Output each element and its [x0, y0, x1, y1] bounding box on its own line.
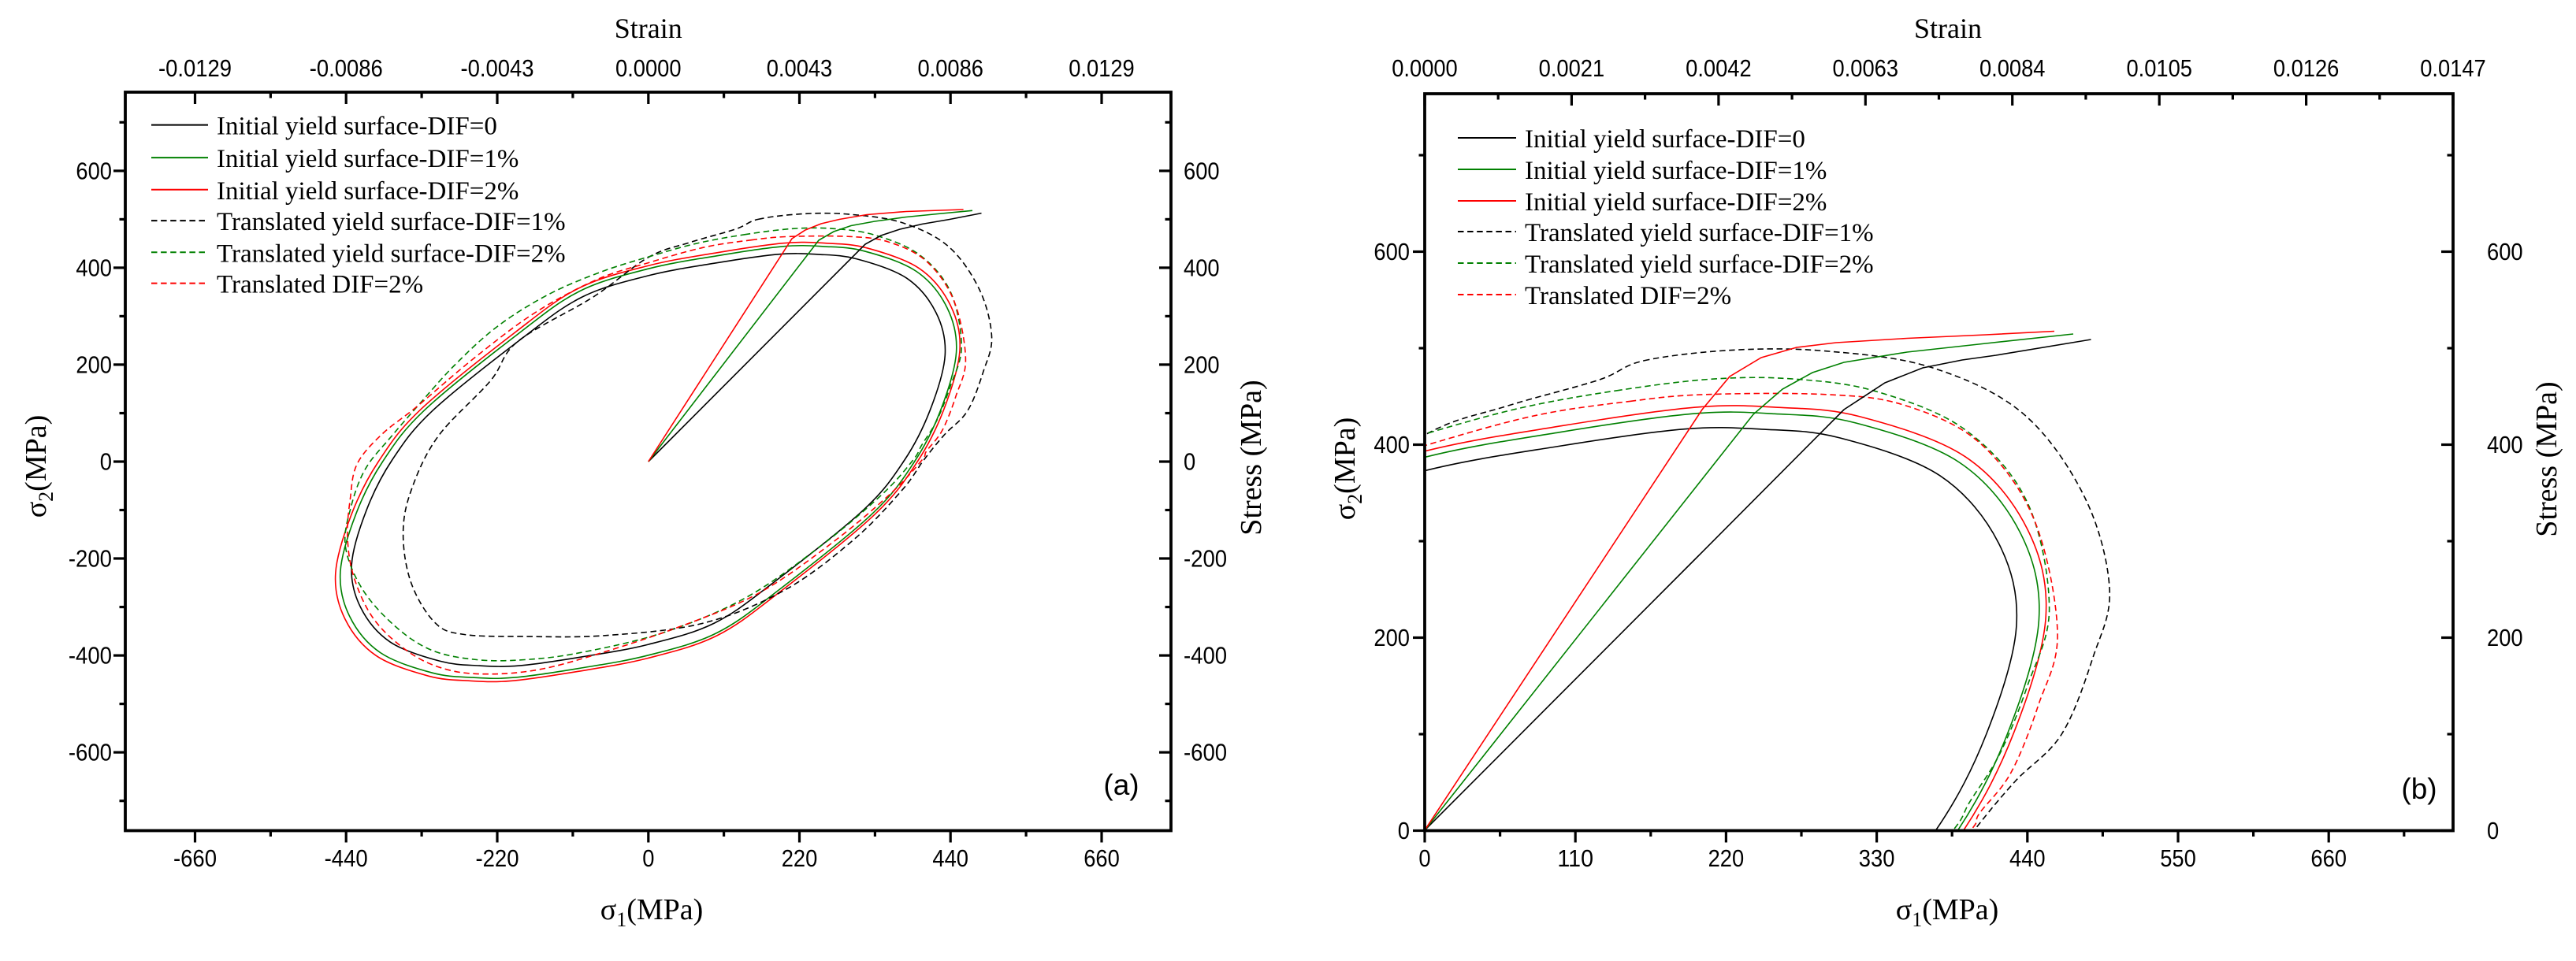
svg-text:Translated DIF=2%: Translated DIF=2%: [1525, 282, 1731, 310]
svg-text:0.0126: 0.0126: [2273, 54, 2340, 82]
svg-text:600: 600: [76, 157, 112, 184]
svg-text:-200: -200: [1184, 545, 1227, 573]
svg-text:-400: -400: [1184, 642, 1227, 670]
svg-text:Initial yield surface-DIF=1%: Initial yield surface-DIF=1%: [1525, 157, 1827, 185]
svg-text:110: 110: [1557, 844, 1593, 872]
svg-text:400: 400: [76, 254, 112, 281]
svg-text:-600: -600: [69, 739, 112, 766]
svg-text:Translated yield surface-DIF=1: Translated yield surface-DIF=1%: [217, 208, 566, 236]
svg-text:0: 0: [2487, 817, 2499, 844]
svg-text:Initial yield surface-DIF=0: Initial yield surface-DIF=0: [1525, 125, 1805, 154]
svg-text:-400: -400: [69, 642, 112, 670]
svg-text:σ2(MPa): σ2(MPa): [1329, 417, 1366, 521]
svg-text:600: 600: [2487, 238, 2523, 265]
svg-text:Initial yield surface-DIF=0: Initial yield surface-DIF=0: [217, 113, 497, 141]
svg-text:-0.0129: -0.0129: [158, 54, 232, 82]
svg-text:0.0042: 0.0042: [1686, 54, 1752, 82]
svg-text:0.0021: 0.0021: [1539, 54, 1605, 82]
svg-text:Strain: Strain: [615, 13, 682, 44]
svg-text:0.0086: 0.0086: [917, 54, 983, 82]
svg-text:200: 200: [1373, 624, 1410, 651]
svg-text:0.0043: 0.0043: [767, 54, 833, 82]
svg-text:600: 600: [1373, 238, 1410, 265]
svg-text:400: 400: [2487, 431, 2523, 458]
svg-text:σ1(MPa): σ1(MPa): [600, 893, 704, 931]
svg-text:0.0084: 0.0084: [1979, 54, 2046, 82]
svg-text:σ2(MPa): σ2(MPa): [20, 415, 58, 518]
svg-text:-600: -600: [1184, 739, 1227, 766]
svg-text:Initial yield surface-DIF=2%: Initial yield surface-DIF=2%: [217, 177, 519, 206]
svg-text:0.0105: 0.0105: [2126, 54, 2192, 82]
svg-text:Translated yield surface-DIF=2: Translated yield surface-DIF=2%: [217, 239, 566, 268]
svg-text:Stress (MPa): Stress (MPa): [1235, 380, 1268, 535]
svg-text:0.0063: 0.0063: [1833, 54, 1899, 82]
svg-text:400: 400: [1184, 254, 1220, 281]
svg-text:200: 200: [2487, 624, 2523, 651]
svg-text:-660: -660: [173, 844, 217, 872]
svg-text:-0.0086: -0.0086: [310, 54, 383, 82]
svg-text:-200: -200: [69, 545, 112, 573]
svg-text:0.0000: 0.0000: [615, 54, 682, 82]
svg-text:200: 200: [1184, 351, 1220, 378]
svg-text:Translated yield surface-DIF=1: Translated yield surface-DIF=1%: [1525, 219, 1874, 247]
svg-text:Translated DIF=2%: Translated DIF=2%: [217, 271, 423, 299]
svg-text:0: 0: [1418, 844, 1430, 872]
svg-text:660: 660: [2310, 844, 2347, 872]
svg-text:-220: -220: [475, 844, 519, 872]
svg-text:0.0000: 0.0000: [1392, 54, 1458, 82]
svg-text:-0.0043: -0.0043: [461, 54, 534, 82]
svg-text:0: 0: [1184, 448, 1195, 476]
svg-text:(b): (b): [2401, 773, 2437, 805]
svg-text:0.0147: 0.0147: [2420, 54, 2486, 82]
svg-text:0: 0: [100, 448, 112, 476]
svg-text:220: 220: [782, 844, 818, 872]
svg-text:550: 550: [2160, 844, 2196, 872]
svg-text:440: 440: [2009, 844, 2046, 872]
svg-text:σ1(MPa): σ1(MPa): [1896, 893, 1999, 931]
svg-text:400: 400: [1373, 431, 1410, 458]
svg-text:-440: -440: [325, 844, 368, 872]
svg-text:600: 600: [1184, 157, 1220, 184]
svg-text:Stress (MPa): Stress (MPa): [2530, 381, 2563, 536]
svg-text:200: 200: [76, 351, 112, 378]
svg-text:0: 0: [642, 844, 654, 872]
svg-text:0.0129: 0.0129: [1069, 54, 1135, 82]
svg-text:660: 660: [1084, 844, 1120, 872]
svg-text:220: 220: [1708, 844, 1745, 872]
svg-text:0: 0: [1398, 817, 1410, 844]
svg-text:Initial yield surface-DIF=1%: Initial yield surface-DIF=1%: [217, 145, 519, 173]
svg-text:330: 330: [1859, 844, 1895, 872]
svg-text:Initial yield surface-DIF=2%: Initial yield surface-DIF=2%: [1525, 188, 1827, 217]
svg-text:(a): (a): [1103, 769, 1139, 801]
svg-text:Translated yield surface-DIF=2: Translated yield surface-DIF=2%: [1525, 250, 1874, 279]
svg-text:440: 440: [932, 844, 968, 872]
svg-text:Strain: Strain: [1914, 13, 1982, 44]
